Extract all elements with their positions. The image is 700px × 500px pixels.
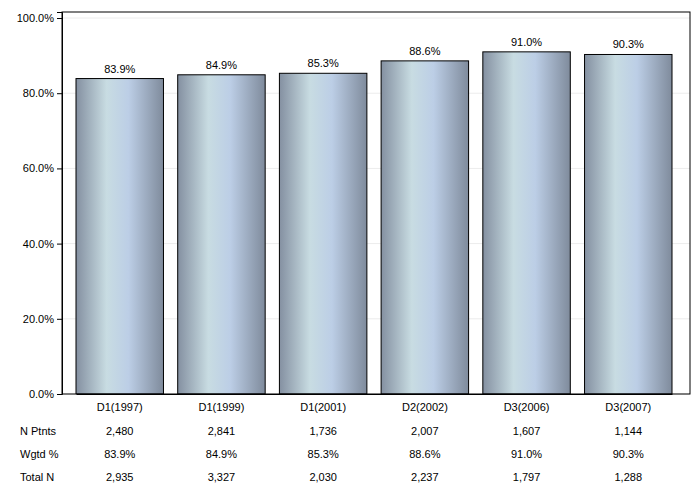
y-tick-label: 20.0% (23, 313, 54, 325)
table-cell: 2,030 (309, 471, 337, 483)
x-tick-label: D1(1997) (97, 401, 143, 413)
bar (178, 75, 265, 394)
x-tick-label: D3(2007) (605, 401, 651, 413)
bar (381, 61, 468, 394)
y-tick-mark (57, 93, 62, 94)
x-tick-label: D3(2006) (504, 401, 550, 413)
data-label: 88.6% (409, 45, 440, 57)
y-tick-label: 60.0% (23, 162, 54, 174)
table-cell: 1,797 (513, 471, 541, 483)
x-tick: D1(2001) (300, 394, 346, 413)
y-tick-mark (57, 168, 62, 169)
chart: 83.9% 84.9% 85.3% 88.6% 91.0% 90.3% 0.0% 20.0% 4… (0, 0, 700, 500)
table-cell: 2,480 (106, 425, 134, 437)
y-tick-mark (57, 244, 62, 245)
table-cell: 3,327 (208, 471, 236, 483)
table-row-label: Wgtd % (20, 448, 59, 460)
grid (62, 18, 690, 394)
table-row-label: Total N (20, 471, 54, 483)
y-tick-mark (57, 394, 62, 395)
data-label: 90.3% (613, 38, 644, 50)
data-label: 84.9% (206, 59, 237, 71)
table-cell: 1,144 (615, 425, 643, 437)
data-labels: 83.9% 84.9% 85.3% 88.6% 91.0% 90.3% (104, 36, 644, 75)
table-cell: 90.3% (613, 448, 644, 460)
x-axis-line (77, 394, 673, 395)
y-tick: 80.0% (23, 87, 62, 99)
table-cell: 2,007 (411, 425, 439, 437)
data-table: N Ptnts 2,480 2,841 1,736 2,007 1,607 1,144 Wgt… (20, 425, 644, 483)
x-tick: D3(2007) (605, 394, 651, 413)
x-tick-label: D1(1999) (199, 401, 245, 413)
x-tick-label: D1(2001) (300, 401, 346, 413)
table-cell: 83.9% (104, 448, 135, 460)
bar (279, 73, 366, 394)
bar (483, 52, 570, 394)
data-label: 91.0% (511, 36, 542, 48)
y-axis: 0.0% 20.0% 40.0% 60.0% 80.0% 100.0% (17, 12, 63, 400)
y-tick-mark (57, 319, 62, 320)
data-label: 83.9% (104, 63, 135, 75)
y-tick-label: 40.0% (23, 238, 54, 250)
x-axis: D1(1997) D1(1999) D1(2001) D2(2002) D3(2006)… (77, 394, 673, 413)
y-tick: 40.0% (23, 238, 62, 250)
table-cell: 2,237 (411, 471, 439, 483)
table-cell: 1,288 (615, 471, 643, 483)
y-tick-label: 0.0% (29, 388, 54, 400)
x-tick: D2(2002) (402, 394, 448, 413)
table-cell: 91.0% (511, 448, 542, 460)
table-cell: 1,607 (513, 425, 541, 437)
table-cell: 85.3% (308, 448, 339, 460)
table-cell: 88.6% (409, 448, 440, 460)
table-row-label: N Ptnts (20, 425, 57, 437)
x-tick: D3(2006) (504, 394, 550, 413)
table-cell: 2,935 (106, 471, 134, 483)
y-tick: 100.0% (17, 12, 62, 24)
y-tick-label: 80.0% (23, 87, 54, 99)
y-tick-label: 100.0% (17, 12, 55, 24)
y-axis-line (57, 13, 63, 395)
table-cell: 84.9% (206, 448, 237, 460)
table-cell: 2,841 (208, 425, 236, 437)
x-tick: D1(1999) (199, 394, 245, 413)
data-label: 85.3% (308, 57, 339, 69)
bar (585, 54, 672, 394)
y-tick: 0.0% (29, 388, 62, 400)
bars (76, 52, 672, 394)
y-tick-mark (57, 18, 62, 19)
bar (76, 79, 163, 394)
y-tick: 60.0% (23, 162, 62, 174)
y-tick: 20.0% (23, 313, 62, 325)
x-tick: D1(1997) (97, 394, 143, 413)
x-tick-label: D2(2002) (402, 401, 448, 413)
grid-line (62, 18, 690, 19)
plot-frame (62, 12, 690, 394)
table-cell: 1,736 (309, 425, 337, 437)
